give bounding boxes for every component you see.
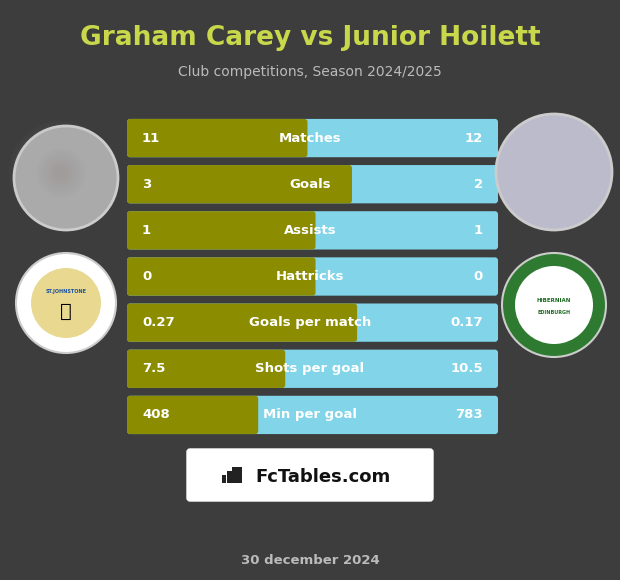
Text: 0.17: 0.17 [450, 316, 483, 329]
FancyBboxPatch shape [130, 260, 495, 293]
Text: 10.5: 10.5 [450, 362, 483, 375]
Text: 0: 0 [142, 270, 151, 283]
Text: 408: 408 [142, 408, 170, 422]
Text: Shots per goal: Shots per goal [255, 362, 365, 375]
FancyBboxPatch shape [127, 119, 308, 157]
Text: ST.JOHNSTONE: ST.JOHNSTONE [45, 288, 87, 293]
FancyBboxPatch shape [227, 471, 234, 483]
Text: 7.5: 7.5 [142, 362, 166, 375]
FancyBboxPatch shape [130, 399, 495, 431]
FancyBboxPatch shape [187, 449, 433, 501]
FancyBboxPatch shape [127, 211, 316, 249]
Text: 0: 0 [474, 270, 483, 283]
Text: Assists: Assists [284, 224, 336, 237]
Text: 1: 1 [142, 224, 151, 237]
Text: 30 december 2024: 30 december 2024 [241, 553, 379, 567]
Text: Goals per match: Goals per match [249, 316, 371, 329]
FancyBboxPatch shape [130, 168, 495, 200]
FancyBboxPatch shape [130, 353, 495, 385]
Text: 0.27: 0.27 [142, 316, 175, 329]
FancyBboxPatch shape [222, 475, 226, 483]
FancyBboxPatch shape [130, 122, 495, 154]
Text: 783: 783 [455, 408, 483, 422]
FancyBboxPatch shape [127, 396, 258, 434]
Text: Min per goal: Min per goal [263, 408, 357, 422]
FancyBboxPatch shape [127, 165, 352, 204]
FancyBboxPatch shape [127, 211, 498, 249]
Text: Goals: Goals [289, 177, 331, 191]
Text: 3: 3 [142, 177, 151, 191]
Circle shape [502, 253, 606, 357]
Text: 12: 12 [465, 132, 483, 144]
FancyBboxPatch shape [127, 258, 316, 296]
FancyBboxPatch shape [127, 350, 498, 388]
FancyBboxPatch shape [130, 214, 495, 246]
Text: FcTables.com: FcTables.com [255, 468, 390, 486]
Circle shape [16, 253, 116, 353]
Text: 1: 1 [474, 224, 483, 237]
Text: Club competitions, Season 2024/2025: Club competitions, Season 2024/2025 [178, 65, 442, 79]
FancyBboxPatch shape [127, 165, 498, 204]
Circle shape [496, 114, 612, 230]
Circle shape [515, 266, 593, 344]
FancyBboxPatch shape [232, 467, 242, 483]
FancyBboxPatch shape [127, 350, 285, 388]
FancyBboxPatch shape [130, 306, 495, 339]
Text: 2: 2 [474, 177, 483, 191]
FancyBboxPatch shape [127, 258, 498, 296]
Text: Hattricks: Hattricks [276, 270, 344, 283]
FancyBboxPatch shape [127, 119, 498, 157]
FancyBboxPatch shape [127, 303, 357, 342]
FancyBboxPatch shape [127, 396, 498, 434]
Text: Graham Carey vs Junior Hoilett: Graham Carey vs Junior Hoilett [80, 25, 540, 51]
Text: Matches: Matches [278, 132, 342, 144]
Text: HIBERNIAN: HIBERNIAN [537, 298, 571, 303]
Circle shape [31, 268, 101, 338]
FancyBboxPatch shape [127, 303, 498, 342]
Text: EDINBURGH: EDINBURGH [538, 310, 570, 316]
Text: 🦅: 🦅 [60, 302, 72, 321]
Circle shape [14, 126, 118, 230]
Text: 11: 11 [142, 132, 160, 144]
